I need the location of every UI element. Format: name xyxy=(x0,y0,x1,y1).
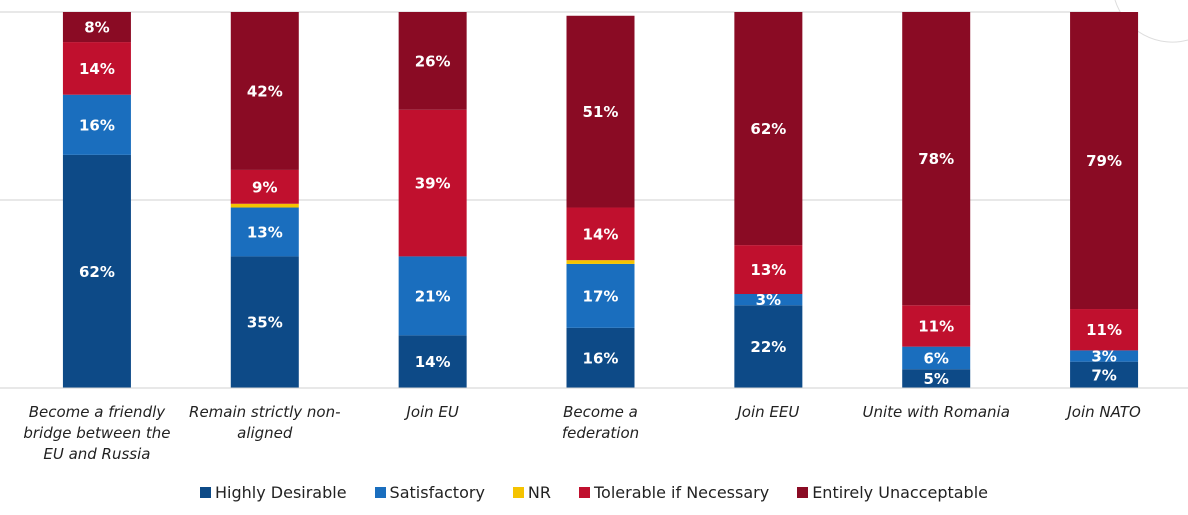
data-label: 79% xyxy=(1086,152,1122,170)
data-label: 14% xyxy=(79,60,115,78)
x-tick-label: Unite with Romania xyxy=(862,403,1010,421)
legend-swatch xyxy=(512,487,524,498)
legend-item: NR xyxy=(512,483,551,502)
data-label: 13% xyxy=(750,261,786,279)
legend-swatch xyxy=(797,487,809,498)
data-label: 7% xyxy=(1091,366,1116,384)
bar-segment xyxy=(1070,350,1139,362)
data-label: 13% xyxy=(247,223,283,241)
data-label: 3% xyxy=(756,291,781,309)
data-label: 62% xyxy=(79,263,115,281)
data-label: 11% xyxy=(918,317,954,335)
data-label: 14% xyxy=(583,225,619,243)
bar-segment xyxy=(62,42,131,95)
data-label: 35% xyxy=(247,314,283,332)
legend-item: Tolerable if Necessary xyxy=(579,483,769,502)
data-label: 26% xyxy=(415,52,451,70)
bar-segment xyxy=(566,207,635,261)
data-label: 3% xyxy=(1091,348,1116,366)
bar-segment xyxy=(566,260,635,264)
x-tick-label: Join EU xyxy=(406,403,459,421)
bar-segment xyxy=(902,305,971,347)
chart: 62% 16% 14% 8% 35% 13% 9% 42% 14% 21% 39% 26% 16% 17%… xyxy=(0,0,1188,389)
bar-segment xyxy=(62,154,131,388)
bar-segment xyxy=(734,245,803,294)
bar-segment xyxy=(734,305,803,388)
data-label: 39% xyxy=(415,175,451,193)
x-tick-label: Become a federation xyxy=(561,403,640,442)
bar-segment xyxy=(62,12,131,43)
bar-segment xyxy=(230,256,299,388)
bar-segment xyxy=(734,294,803,306)
legend-label: Tolerable if Necessary xyxy=(594,483,770,502)
data-label: 62% xyxy=(750,120,786,138)
data-label: 42% xyxy=(247,82,283,100)
data-label: 14% xyxy=(415,353,451,371)
bar-segment xyxy=(398,335,467,388)
bar-segment xyxy=(230,207,299,257)
legend-swatch xyxy=(579,487,590,498)
data-label: 51% xyxy=(583,103,619,121)
data-label: 16% xyxy=(79,116,115,134)
x-tick-label: Become a friendly bridge between the EU … xyxy=(23,403,171,463)
bar-segment xyxy=(1070,309,1139,351)
bar-segment xyxy=(902,12,971,306)
legend-label: NR xyxy=(527,483,551,502)
legend-label: Highly Desirable xyxy=(215,483,347,502)
x-tick-label: Join NATO xyxy=(1067,403,1141,421)
legend-item: Highly Desirable xyxy=(200,483,347,502)
bar-segment xyxy=(398,12,467,110)
bar-segment xyxy=(734,12,803,246)
bar-segment xyxy=(566,327,635,388)
data-label: 8% xyxy=(84,19,109,37)
data-label: 5% xyxy=(923,370,948,388)
bar-segment xyxy=(1070,12,1139,310)
bar-segment xyxy=(62,94,131,155)
legend-label: Entirely Unacceptable xyxy=(812,483,988,502)
legend: Highly Desirable Satisfactory NR Tolerable … xyxy=(0,483,1188,502)
legend-swatch xyxy=(374,487,386,498)
x-tick-label: Remain strictly non-aligned xyxy=(189,403,341,442)
bar-segment xyxy=(230,12,299,170)
bar-segment xyxy=(398,256,467,336)
data-label: 22% xyxy=(750,338,786,356)
legend-item: Entirely Unacceptable xyxy=(797,483,988,502)
legend-swatch xyxy=(200,487,211,498)
bar-segment xyxy=(398,109,467,257)
bar-segment xyxy=(902,346,971,370)
data-label: 16% xyxy=(583,349,619,367)
bar-segment xyxy=(566,263,635,328)
data-label: 78% xyxy=(918,150,954,168)
bar-segment xyxy=(1070,361,1139,388)
data-label: 6% xyxy=(923,349,948,367)
data-label: 9% xyxy=(252,178,277,196)
x-tick-label: Join EEU xyxy=(737,403,800,421)
legend-label: Satisfactory xyxy=(389,483,485,502)
data-label: 11% xyxy=(1086,321,1122,339)
bar-segment xyxy=(566,15,635,208)
legend-item: Satisfactory xyxy=(374,483,485,502)
data-label: 17% xyxy=(583,287,619,305)
bar-segment xyxy=(230,169,299,204)
decor-arc xyxy=(1114,0,1188,43)
data-label: 21% xyxy=(415,287,451,305)
bar-segment xyxy=(902,369,971,388)
bar-segment xyxy=(230,203,299,208)
